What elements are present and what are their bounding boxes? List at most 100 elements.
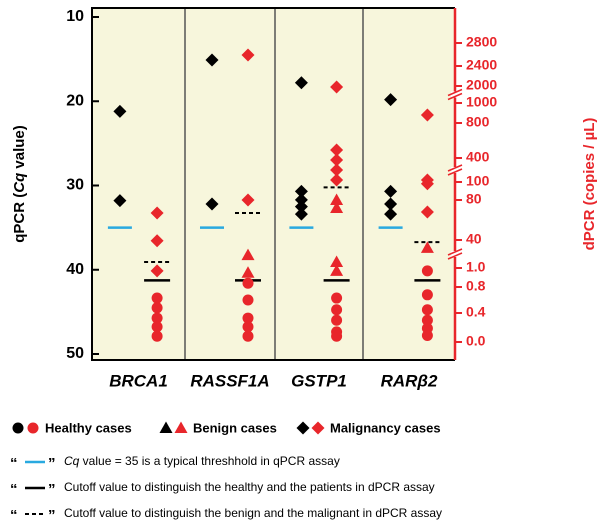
dpcr-point xyxy=(331,292,343,304)
dpcr-point xyxy=(151,302,163,314)
qpcr-point xyxy=(205,197,219,211)
note-body: value = 35 is a typical threshhold in qP… xyxy=(79,454,339,468)
axis-break xyxy=(447,248,463,256)
axis-break xyxy=(447,88,463,97)
dpcr-point xyxy=(242,330,254,342)
qpcr-point xyxy=(113,104,127,118)
dpcr-point xyxy=(242,277,254,289)
dpcr-point xyxy=(150,264,164,278)
dpcr-point xyxy=(331,304,343,316)
dpcr-point xyxy=(421,329,433,341)
plot-background xyxy=(92,8,455,360)
dpcr-point xyxy=(242,294,254,306)
axis-break-gap xyxy=(451,167,459,173)
legend-marker xyxy=(174,421,188,433)
legend-label: Healthy cases xyxy=(45,420,132,435)
y-tick-label: 10 xyxy=(66,8,84,25)
y2-tick-label: 1.0 xyxy=(466,259,486,275)
dpcr-point xyxy=(330,163,344,177)
dpcr-point xyxy=(330,173,344,187)
axis-break xyxy=(447,164,463,172)
qpcr-point xyxy=(205,53,219,67)
dpcr-point xyxy=(330,255,344,267)
y-tick-label: 40 xyxy=(66,261,84,278)
y2-tick-label: 80 xyxy=(466,191,482,207)
dpcr-point xyxy=(330,80,344,94)
dpcr-point xyxy=(421,304,433,316)
qpcr-point xyxy=(294,207,308,221)
y2-tick-label: 400 xyxy=(466,149,490,165)
note-italic: Cq xyxy=(64,454,80,468)
y-label-part: qPCR ( xyxy=(11,193,28,243)
note-text: Cutoff value to distinguish the healthy … xyxy=(64,480,435,494)
y2-tick-label: 2800 xyxy=(466,34,497,50)
qpcr-point xyxy=(113,194,127,208)
dpcr-point xyxy=(242,312,254,324)
y2-tick-label: 800 xyxy=(466,114,490,130)
dpcr-point xyxy=(330,153,344,167)
y2-axis-label: dPCR (copies / µL) xyxy=(581,118,598,251)
y-tick-label: 50 xyxy=(66,345,84,362)
x-tick-label: RARβ2 xyxy=(381,371,438,390)
legend-marker xyxy=(12,422,24,434)
dpcr-point xyxy=(151,330,163,342)
dpcr-point xyxy=(420,177,434,191)
dpcr-point xyxy=(420,241,434,253)
note-quote: ” xyxy=(48,455,56,472)
dpcr-point xyxy=(150,206,164,220)
axis-break xyxy=(447,168,463,176)
x-tick-label: GSTP1 xyxy=(291,371,347,390)
qpcr-point xyxy=(294,193,308,207)
dpcr-point xyxy=(242,321,254,333)
y-tick-label: 30 xyxy=(66,177,84,194)
legend-marker xyxy=(159,421,173,433)
legend-label: Malignancy cases xyxy=(330,420,441,435)
y2-tick-label: 0.4 xyxy=(466,304,486,320)
note-text: Cutoff value to distinguish the benign a… xyxy=(64,506,442,520)
dpcr-point xyxy=(151,292,163,304)
y2-tick-label: 0.8 xyxy=(466,278,486,294)
qpcr-point xyxy=(294,200,308,214)
axis-break xyxy=(447,92,463,101)
legend-label: Benign cases xyxy=(193,420,277,435)
y-tick-label: 20 xyxy=(66,92,84,109)
dpcr-point xyxy=(151,321,163,333)
note-body: Cutoff value to distinguish the benign a… xyxy=(64,506,442,520)
dpcr-point xyxy=(421,314,433,326)
y2-tick-label: 100 xyxy=(466,173,490,189)
y2-tick-label: 0.0 xyxy=(466,333,486,349)
y2-tick-label: 2400 xyxy=(466,57,497,73)
y2-tick-label: 1000 xyxy=(466,94,497,110)
note-quote: “ xyxy=(10,507,18,524)
axis-break-gap xyxy=(451,91,459,98)
dpcr-point xyxy=(241,48,255,62)
dpcr-point xyxy=(421,265,433,277)
dpcr-point xyxy=(420,108,434,122)
dpcr-point xyxy=(151,312,163,324)
y2-tick-label: 2000 xyxy=(466,77,497,93)
note-quote: “ xyxy=(10,481,18,498)
qpcr-point xyxy=(384,207,398,221)
qpcr-point xyxy=(384,184,398,198)
dpcr-point xyxy=(331,330,343,342)
qpcr-point xyxy=(294,184,308,198)
dpcr-point xyxy=(330,264,344,276)
note-body: Cutoff value to distinguish the healthy … xyxy=(64,480,435,494)
dpcr-point xyxy=(330,193,344,205)
note-quote: ” xyxy=(48,481,56,498)
dpcr-point xyxy=(241,193,255,207)
note-text: Cq value = 35 is a typical threshhold in… xyxy=(64,454,340,468)
legend-marker xyxy=(296,421,310,435)
legend-marker xyxy=(27,422,39,434)
dpcr-point xyxy=(330,143,344,157)
axis-break xyxy=(447,252,463,260)
qpcr-point xyxy=(294,76,308,90)
x-tick-label: BRCA1 xyxy=(109,371,168,390)
y-label-part: Cq xyxy=(11,173,28,193)
dpcr-point xyxy=(420,205,434,219)
legend-marker xyxy=(311,421,325,435)
y2-tick-label: 40 xyxy=(466,231,482,247)
dpcr-point xyxy=(421,289,433,301)
dpcr-point xyxy=(331,314,343,326)
